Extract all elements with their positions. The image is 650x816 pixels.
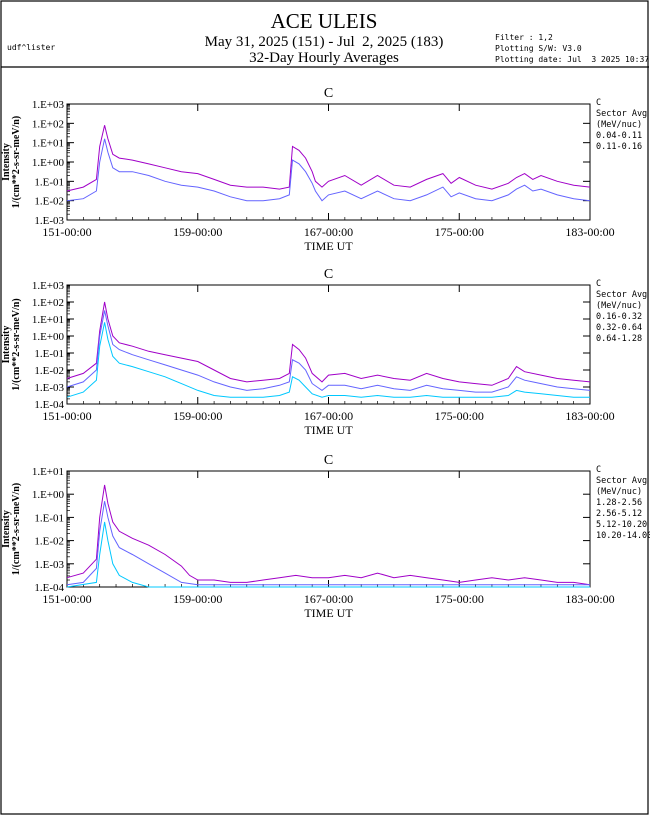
software-label: Plotting S/W: V3.0 [495, 44, 582, 53]
x-tick-label: 183-00:00 [565, 409, 614, 423]
x-tick-label: 175-00:00 [435, 592, 484, 606]
series-line-0.04-0.11 [66, 125, 591, 192]
y-tick-label: 1.E+00 [32, 331, 65, 343]
series-line-0.32-0.64 [66, 310, 591, 393]
x-axis-label: TIME UT [304, 606, 353, 620]
y-tick-label: 1.E-01 [34, 512, 64, 524]
filter-label: Filter : 1,2 [495, 33, 553, 42]
series-line-1.28-2.56 [66, 484, 591, 586]
x-tick-label: 151-00:00 [42, 409, 91, 423]
legend-entry: 0.11-0.16 [596, 142, 642, 152]
y-axis-label: Intensity [1, 326, 12, 364]
y-tick-label: 1.E+01 [32, 138, 64, 150]
y-tick-label: 1.E+02 [32, 297, 64, 309]
x-axis-label: TIME UT [304, 239, 353, 253]
y-tick-label: 1.E+01 [32, 466, 64, 478]
x-tick-label: 167-00:00 [304, 592, 353, 606]
x-tick-label: 183-00:00 [565, 592, 614, 606]
y-tick-label: 1.E-04 [34, 582, 64, 594]
averaging-label: 32-Day Hourly Averages [249, 50, 399, 66]
legend-entry: 5.12-10.20 [596, 520, 647, 530]
y-tick-label: 1.E-04 [34, 399, 64, 411]
x-tick-label: 175-00:00 [435, 409, 484, 423]
x-tick-label: 167-00:00 [304, 225, 353, 239]
legend-entry: 2.56-5.12 [596, 509, 642, 519]
plot-frame [66, 284, 591, 405]
y-tick-label: 1.E+03 [32, 99, 65, 111]
plot-frame [66, 103, 591, 221]
legend-heading: Sector Avg [596, 476, 647, 486]
series-line-0.11-0.16 [66, 138, 591, 202]
x-tick-label: 159-00:00 [173, 592, 222, 606]
legend-heading: Sector Avg [596, 290, 647, 300]
chart-panels: C 1.E+03 1.E+02 1.E+01 1.E+00 1.E-01 1.E-02 1.E… [1, 86, 650, 620]
y-tick-label: 1.E-03 [34, 215, 64, 227]
legend-units: (MeV/nuc) [596, 120, 642, 130]
legend-entry: 0.16-0.32 [596, 312, 642, 322]
y-tick-label: 1.E+01 [32, 314, 64, 326]
legend-species: C [596, 279, 601, 289]
legend-heading: Sector Avg [596, 109, 647, 119]
legend-entry: 0.64-1.28 [596, 334, 642, 344]
y-axis-units: 1/(cm**2-s-sr-meV/n) [11, 298, 22, 390]
plot-frame [66, 470, 591, 588]
y-tick-label: 1.E-02 [34, 365, 64, 377]
legend-entry: 0.04-0.11 [596, 131, 642, 141]
y-tick-label: 1.E+02 [32, 118, 64, 130]
legend-species: C [596, 98, 601, 108]
x-tick-label: 151-00:00 [42, 225, 91, 239]
legend-entry: 1.28-2.56 [596, 498, 642, 508]
x-tick-label: 183-00:00 [565, 225, 614, 239]
legend-entry: 0.32-0.64 [596, 323, 642, 333]
x-axis-label: TIME UT [304, 423, 353, 437]
y-tick-label: 1.E-03 [34, 559, 64, 571]
chart-panel-1: C 1.E+03 1.E+02 1.E+01 1.E+00 1.E-01 1.E-02 1.E… [1, 86, 647, 253]
chart-panel-3: C 1.E+01 1.E+00 1.E-01 1.E-02 1.E-03 1.E-04151… [1, 453, 650, 620]
x-tick-label: 159-00:00 [173, 225, 222, 239]
series-line-0.16-0.32 [66, 301, 591, 386]
legend-units: (MeV/nuc) [596, 487, 642, 497]
y-tick-label: 1.E+00 [32, 489, 65, 501]
legend-units: (MeV/nuc) [596, 301, 642, 311]
x-tick-label: 167-00:00 [304, 409, 353, 423]
series-line-0.64-1.28 [66, 322, 590, 398]
series-line-2.56-5.12 [66, 501, 590, 586]
legend-entry: 10.20-14.00 [596, 531, 650, 541]
y-axis-units: 1/(cm**2-s-sr-meV/n) [11, 116, 22, 208]
y-tick-label: 1.E-01 [34, 176, 64, 188]
plot-date-label: Plotting date: Jul 3 2025 10:37 [495, 55, 649, 64]
page-title: ACE ULEIS [271, 9, 378, 33]
series-line-5.12-10.20 [66, 521, 590, 588]
y-tick-label: 1.E-02 [34, 196, 64, 208]
panel-title: C [324, 86, 333, 101]
y-axis-label: Intensity [1, 143, 12, 181]
legend-species: C [596, 465, 601, 475]
y-tick-label: 1.E-03 [34, 382, 64, 394]
y-axis-label: Intensity [1, 510, 12, 548]
panel-title: C [324, 267, 333, 282]
y-tick-label: 1.E-02 [34, 536, 64, 548]
y-tick-label: 1.E+00 [32, 157, 65, 169]
y-tick-label: 1.E+03 [32, 280, 65, 292]
y-axis-units: 1/(cm**2-s-sr-meV/n) [11, 483, 22, 575]
date-range: May 31, 2025 (151) - Jul 2, 2025 (183) [205, 34, 444, 50]
x-tick-label: 175-00:00 [435, 225, 484, 239]
y-tick-label: 1.E-01 [34, 348, 64, 360]
user-label: udf^lister [7, 43, 55, 52]
chart-panel-2: C 1.E+03 1.E+02 1.E+01 1.E+00 1.E-01 1.E-02 1.E… [1, 267, 647, 437]
x-tick-label: 151-00:00 [42, 592, 91, 606]
x-tick-label: 159-00:00 [173, 409, 222, 423]
panel-title: C [324, 453, 333, 468]
